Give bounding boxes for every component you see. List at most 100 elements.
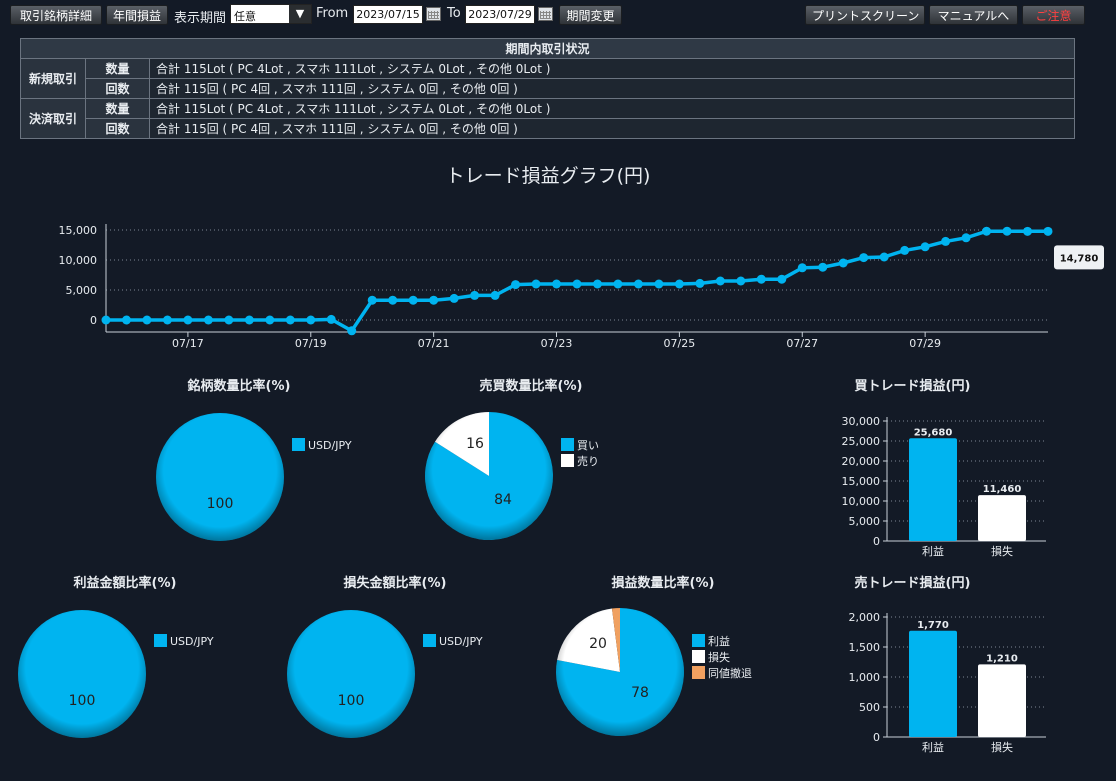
bar-category-label: 損失 <box>991 740 1013 754</box>
bar-y-tick-label: 0 <box>873 535 880 548</box>
line-point <box>306 315 316 325</box>
line-point <box>244 315 254 325</box>
bar-value-label: 1,770 <box>917 620 949 631</box>
line-point <box>900 245 910 255</box>
line-point <box>490 290 500 300</box>
line-y-tick-label: 5,000 <box>66 284 98 297</box>
bar-y-tick-label: 1,500 <box>849 641 881 654</box>
bar-y-tick-label: 0 <box>873 731 880 744</box>
line-point <box>347 326 357 336</box>
from-date-input[interactable]: 2023/07/15 <box>353 5 423 24</box>
line-x-tick-label: 07/27 <box>786 337 818 350</box>
line-point <box>449 293 459 303</box>
legend-label: USD/JPY <box>439 635 483 648</box>
line-point <box>511 280 521 290</box>
legend-label: USD/JPY <box>170 635 214 648</box>
line-point <box>920 242 930 252</box>
bar-y-tick-label: 1,000 <box>849 671 881 684</box>
pie-value-label: 100 <box>338 693 365 709</box>
line-x-tick-label: 07/23 <box>541 337 573 350</box>
period-select[interactable]: 任意 ▼ <box>230 4 312 24</box>
line-point <box>429 295 439 305</box>
pie-title-loss: 損失金額比率(%) <box>343 576 447 591</box>
legend-label: 同値撤退 <box>708 666 752 680</box>
line-point <box>777 274 787 284</box>
line-point <box>592 279 602 289</box>
trade-detail-button[interactable]: 取引銘柄詳細 <box>10 5 102 25</box>
line-point <box>265 315 275 325</box>
line-point <box>121 315 131 325</box>
line-point <box>633 279 643 289</box>
line-point <box>1043 226 1053 236</box>
pie-value-label: 78 <box>631 685 649 701</box>
line-x-tick-label: 07/21 <box>418 337 450 350</box>
pie-value-label: 84 <box>494 492 512 508</box>
summary-value: 合計 115回 ( PC 4回 , スマホ 111回 , システム 0回 , そ… <box>149 78 1075 99</box>
line-point <box>715 276 725 286</box>
summary-value: 合計 115Lot ( PC 4Lot , スマホ 111Lot , システム … <box>149 58 1075 79</box>
summary-sub: 回数 <box>85 78 150 99</box>
pie-title-count: 損益数量比率(%) <box>611 576 715 591</box>
line-point <box>203 315 213 325</box>
line-point <box>572 279 582 289</box>
line-point <box>756 274 766 284</box>
line-point <box>326 314 336 324</box>
line-point <box>961 233 971 243</box>
last-value-label: 14,780 <box>1060 253 1099 264</box>
bar-value-label: 11,460 <box>983 484 1022 495</box>
summary-title: 期間内取引状況 <box>20 38 1075 59</box>
legend-label: 損失 <box>708 650 730 664</box>
bar-title-sell: 売トレード損益(円) <box>854 576 971 591</box>
line-x-tick-label: 07/25 <box>664 337 696 350</box>
line-point <box>736 276 746 286</box>
calendar-icon[interactable] <box>538 7 553 21</box>
line-y-tick-label: 0 <box>90 314 97 327</box>
pie-shade <box>18 610 146 738</box>
to-date-input[interactable]: 2023/07/29 <box>465 5 535 24</box>
line-point <box>1002 226 1012 236</box>
line-point <box>101 315 111 325</box>
bar-y-tick-label: 2,000 <box>849 611 881 624</box>
manual-button[interactable]: マニュアルへ <box>929 5 1018 25</box>
line-point <box>859 253 869 263</box>
legend-swatch <box>692 634 705 647</box>
summary-sub: 数量 <box>85 58 150 79</box>
pie-title-profit: 利益金額比率(%) <box>73 576 177 591</box>
line-point <box>1023 226 1033 236</box>
line-point <box>797 263 807 273</box>
annual-pl-button[interactable]: 年間損益 <box>106 5 168 25</box>
legend-label: 売り <box>577 455 599 468</box>
pie-value-label: 100 <box>69 693 96 709</box>
line-point <box>531 279 541 289</box>
trade-summary-table: 期間内取引状況 新規取引 数量 合計 115Lot ( PC 4Lot , スマ… <box>20 38 1075 139</box>
summary-group-close: 決済取引 <box>20 98 86 139</box>
line-x-tick-label: 07/29 <box>909 337 941 350</box>
change-period-button[interactable]: 期間変更 <box>559 5 622 25</box>
print-screen-button[interactable]: プリントスクリーン <box>805 5 925 25</box>
pie-value-label: 20 <box>589 636 607 652</box>
legend-label: USD/JPY <box>308 439 352 452</box>
bar-y-tick-label: 500 <box>859 701 880 714</box>
bar <box>978 664 1026 737</box>
bar-category-label: 利益 <box>922 740 944 754</box>
last-value-tooltip <box>1054 245 1104 270</box>
bar <box>909 630 957 737</box>
line-point <box>818 262 828 272</box>
legend-label: 利益 <box>708 634 730 648</box>
bar-y-tick-label: 10,000 <box>842 495 881 508</box>
caution-button[interactable]: ご注意 <box>1022 5 1085 25</box>
pie-title-side: 売買数量比率(%) <box>479 379 583 394</box>
line-point <box>183 315 193 325</box>
line-point <box>162 315 172 325</box>
calendar-icon[interactable] <box>426 7 441 21</box>
line-point <box>285 315 295 325</box>
legend-swatch <box>692 650 705 663</box>
bar-y-tick-label: 30,000 <box>842 415 881 428</box>
summary-sub: 回数 <box>85 118 150 139</box>
pie-shade <box>287 610 415 738</box>
chevron-down-icon[interactable]: ▼ <box>289 5 311 23</box>
legend-swatch <box>292 438 305 451</box>
line-point <box>367 295 377 305</box>
line-point <box>613 279 623 289</box>
pie-title-symbol: 銘柄数量比率(%) <box>187 379 291 394</box>
